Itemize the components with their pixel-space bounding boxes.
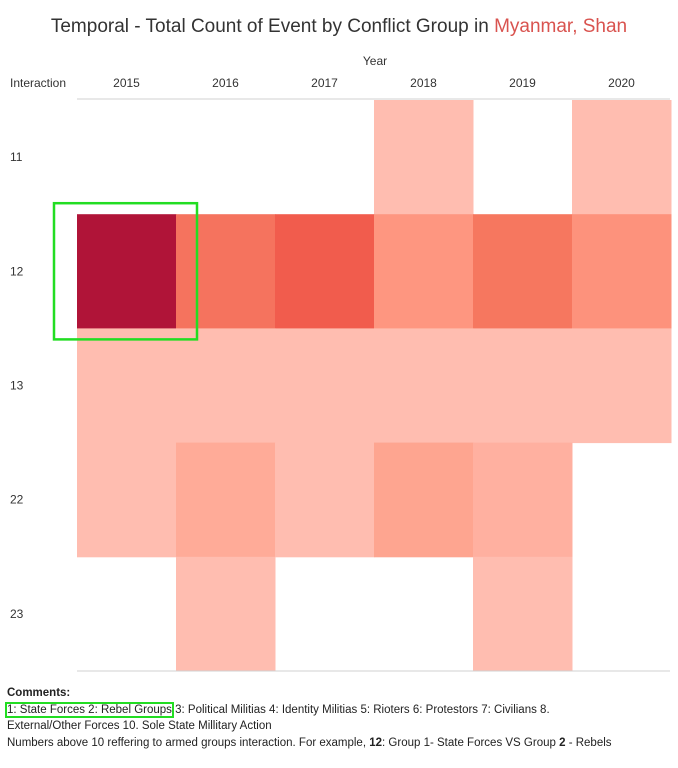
title-highlight: Myanmar, Shan [494, 16, 628, 37]
heatmap-cell-13-2020[interactable] [572, 328, 672, 444]
comments-line-3-bold2: 2 [559, 736, 566, 749]
row-labels: 11 12 13 22 23 [10, 150, 24, 621]
heatmap-cells [77, 100, 672, 672]
heatmap-cell-12-2017[interactable] [275, 214, 375, 329]
comments-heading: Comments: [7, 687, 71, 699]
heatmap-cell-11-2018[interactable] [374, 100, 474, 215]
heatmap-cell-12-2015[interactable] [77, 214, 177, 329]
heatmap-cell-22-2017[interactable] [275, 442, 375, 558]
heatmap-cell-12-2019[interactable] [473, 214, 573, 329]
comments-highlighted-text: 1: State Forces 2: Rebel Groups [5, 701, 174, 718]
heatmap-cell-11-2020[interactable] [572, 100, 672, 215]
comments-line-3-a: Numbers above 10 reffering to armed grou… [7, 736, 370, 749]
column-labels: 2015 2016 2017 2018 2019 2020 [113, 76, 635, 90]
heatmap-cell-13-2017[interactable] [275, 328, 375, 444]
row-label-13: 13 [10, 379, 24, 393]
highlight-box [52, 201, 199, 341]
x-header: Year [363, 54, 387, 68]
comments-line-3: Numbers above 10 reffering to armed grou… [7, 735, 675, 752]
heatmap-chart: Year Interaction 2015 2016 2017 2018 2019 202… [10, 54, 672, 672]
page-title: Temporal - Total Count of Event by Confl… [0, 16, 678, 38]
heatmap-cell-13-2015[interactable] [77, 328, 177, 444]
heatmap-cell-13-2016[interactable] [176, 328, 276, 444]
column-label-2016: 2016 [212, 76, 239, 90]
heatmap-cell-13-2018[interactable] [374, 328, 474, 444]
column-label-2017: 2017 [311, 76, 338, 90]
heatmap-cell-22-2015[interactable] [77, 442, 177, 558]
column-label-2018: 2018 [410, 76, 437, 90]
column-label-2015: 2015 [113, 76, 140, 90]
heatmap-cell-23-2019[interactable] [473, 556, 573, 672]
row-label-12: 12 [10, 264, 24, 278]
heatmap-cell-22-2018[interactable] [374, 442, 474, 558]
heatmap-cell-23-2016[interactable] [176, 556, 276, 672]
column-label-2020: 2020 [608, 76, 635, 90]
row-label-23: 23 [10, 607, 24, 621]
heatmap-cell-22-2016[interactable] [176, 442, 276, 558]
comments-line-3-bold: 12 [369, 736, 383, 749]
row-label-22: 22 [10, 493, 24, 507]
comments-line-2: External/Other Forces 10. Sole State Mil… [7, 720, 272, 732]
comments-section: Comments: 1: State Forces 2: Rebel Group… [5, 685, 675, 752]
heatmap-cell-12-2020[interactable] [572, 214, 672, 329]
heatmap-cell-22-2019[interactable] [473, 442, 573, 558]
heatmap-cell-12-2016[interactable] [176, 214, 276, 329]
heatmap-cell-13-2019[interactable] [473, 328, 573, 444]
comments-line-3-b: : Group 1- State Forces VS Group [382, 736, 560, 749]
comments-line-1-rest: 3: Political Militias 4: Identity Militi… [171, 703, 550, 716]
comments-line-3-c: - Rebels [565, 736, 612, 749]
y-header: Interaction [10, 76, 66, 90]
title-main: Temporal - Total Count of Event by Confl… [50, 16, 495, 37]
heatmap-cell-12-2018[interactable] [374, 214, 474, 329]
row-label-11: 11 [10, 150, 23, 164]
column-label-2019: 2019 [509, 76, 536, 90]
comments-line-1: 1: State Forces 2: Rebel Groups 3: Polit… [5, 701, 675, 719]
